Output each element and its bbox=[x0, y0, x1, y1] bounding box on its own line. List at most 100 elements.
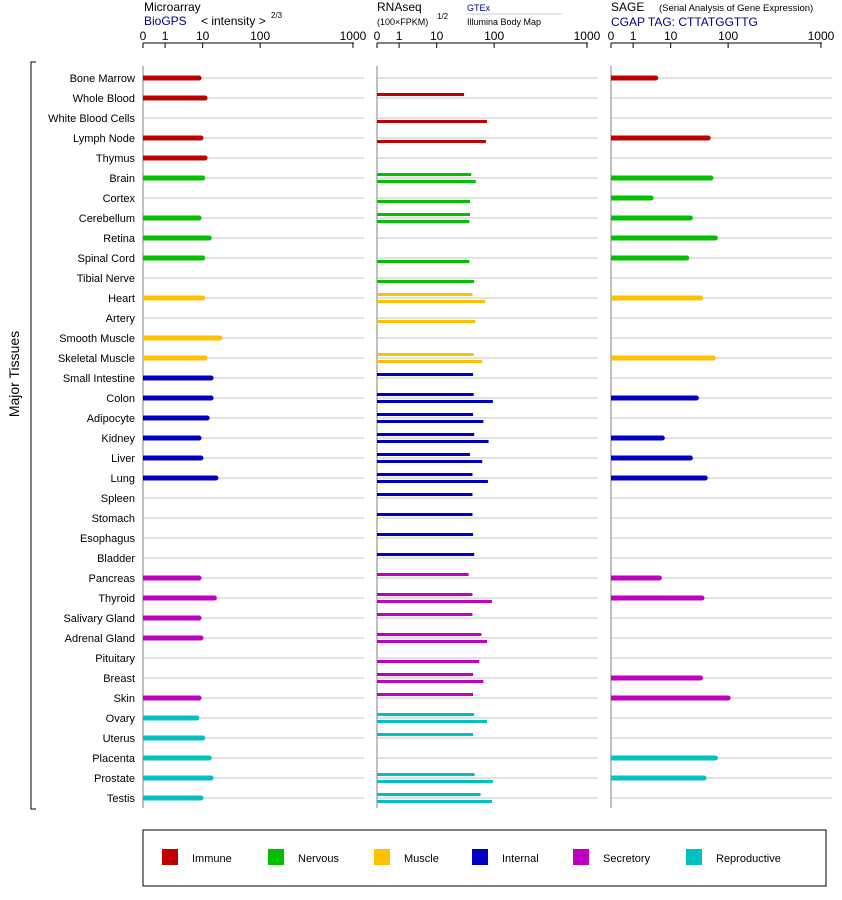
sage-bar-cap bbox=[659, 435, 665, 441]
rnaseq-title: RNAseq bbox=[377, 0, 422, 14]
ibm-bar bbox=[377, 360, 483, 363]
microarray-bar bbox=[143, 735, 203, 741]
gtex-bar bbox=[377, 713, 475, 716]
tissue-label: Spleen bbox=[101, 493, 135, 505]
tissue-row: Smooth Muscle bbox=[59, 333, 832, 345]
ibm-bar bbox=[377, 460, 483, 463]
tissue-label: Uterus bbox=[103, 733, 136, 745]
microarray-tick-label: 100 bbox=[250, 29, 270, 43]
ibm-bar bbox=[377, 420, 484, 423]
sage-bar-cap bbox=[693, 395, 699, 401]
ibm-bar bbox=[377, 320, 476, 323]
legend-swatch bbox=[162, 849, 178, 865]
tissue-row: Retina bbox=[103, 233, 832, 245]
ibm-bar bbox=[377, 300, 486, 303]
tissue-row: Placenta bbox=[92, 753, 832, 765]
tissue-label: Esophagus bbox=[80, 533, 136, 545]
tissue-label: Bladder bbox=[97, 553, 135, 565]
tissue-label: Skeletal Muscle bbox=[58, 353, 135, 365]
sage-tick-label: 0 bbox=[608, 29, 615, 43]
microarray-bar bbox=[143, 715, 197, 721]
tissue-row: Uterus bbox=[103, 733, 832, 745]
rnaseq-source-gtex: GTEx bbox=[467, 3, 491, 13]
legend-item-internal: Internal bbox=[472, 849, 539, 865]
tissue-row: Thyroid bbox=[98, 593, 832, 605]
legend-swatch bbox=[472, 849, 488, 865]
legend-label: Muscle bbox=[404, 853, 439, 865]
microarray-bar bbox=[143, 215, 200, 221]
sage-title: SAGE bbox=[611, 0, 644, 14]
tissue-row: White Blood Cells bbox=[48, 113, 832, 125]
tissue-row: Kidney bbox=[101, 433, 832, 445]
microarray-bar bbox=[143, 475, 216, 481]
ibm-bar bbox=[377, 180, 476, 183]
rnaseq-unit-exponent: 1/2 bbox=[437, 12, 449, 21]
microarray-bar-cap bbox=[200, 295, 206, 301]
microarray-bar bbox=[143, 755, 210, 761]
sage-bar-cap bbox=[705, 135, 711, 141]
legend-item-reproductive: Reproductive bbox=[686, 849, 781, 865]
legend-swatch bbox=[268, 849, 284, 865]
microarray-bar-cap bbox=[194, 715, 200, 721]
microarray-bar-cap bbox=[196, 575, 202, 581]
sage-axis: 0 1 10 100 1000 bbox=[608, 29, 835, 808]
microarray-bar-cap bbox=[208, 395, 214, 401]
tissue-row: Bone Marrow bbox=[70, 73, 832, 85]
gtex-bar bbox=[377, 693, 474, 696]
sage-tag: CGAP TAG: CTTATGGTTG bbox=[611, 15, 758, 29]
tissue-label: Placenta bbox=[92, 753, 136, 765]
tissue-row: Whole Blood bbox=[73, 93, 832, 105]
microarray-bar bbox=[143, 255, 203, 261]
microarray-bar-cap bbox=[204, 415, 210, 421]
legend-label: Internal bbox=[502, 853, 539, 865]
tissue-label: Adrenal Gland bbox=[65, 633, 135, 645]
tissue-row: Salivary Gland bbox=[63, 613, 832, 625]
microarray-bar bbox=[143, 635, 201, 641]
tissue-row: Cortex bbox=[103, 193, 832, 205]
ibm-bar bbox=[377, 220, 470, 223]
tissue-label: Small Intestine bbox=[63, 373, 135, 385]
rnaseq-unit: (100×FPKM) bbox=[377, 17, 428, 27]
gtex-bar bbox=[377, 553, 475, 556]
microarray-bar bbox=[143, 175, 203, 181]
tissue-label: Pituitary bbox=[95, 653, 135, 665]
legend-item-nervous: Nervous bbox=[268, 849, 339, 865]
tissue-label: Adipocyte bbox=[87, 413, 135, 425]
gtex-bar bbox=[377, 473, 473, 476]
gtex-bar bbox=[377, 213, 470, 216]
rnaseq-tick-label: 0 bbox=[374, 29, 381, 43]
tissue-label: Bone Marrow bbox=[70, 73, 135, 85]
gtex-bar bbox=[377, 773, 475, 776]
sage-bar-cap bbox=[699, 595, 705, 601]
microarray-bar bbox=[143, 235, 210, 241]
microarray-tick-label: 0 bbox=[140, 29, 147, 43]
microarray-bar bbox=[143, 615, 200, 621]
microarray-bar-cap bbox=[206, 755, 212, 761]
tissue-row: Bladder bbox=[97, 553, 832, 565]
gtex-bar bbox=[377, 293, 473, 296]
rnaseq-tick-label: 1000 bbox=[574, 29, 601, 43]
legend-swatch bbox=[374, 849, 390, 865]
legend-label: Secretory bbox=[603, 853, 651, 865]
gtex-bar bbox=[377, 793, 481, 796]
gtex-bar bbox=[377, 433, 475, 436]
legend-label: Reproductive bbox=[716, 853, 781, 865]
tissue-label: White Blood Cells bbox=[48, 113, 135, 125]
tissue-label: Stomach bbox=[92, 513, 135, 525]
sage-bar-cap bbox=[725, 695, 731, 701]
tissue-label: Cortex bbox=[103, 193, 136, 205]
tissue-row: Lung bbox=[111, 473, 832, 485]
sage-bar-cap bbox=[712, 755, 718, 761]
microarray-bar bbox=[143, 775, 212, 781]
tissue-row: Prostate bbox=[94, 773, 832, 785]
sage-bar bbox=[611, 575, 660, 581]
tissue-label: Lung bbox=[111, 473, 135, 485]
sage-bar bbox=[611, 455, 691, 461]
tissue-row: Adipocyte bbox=[87, 413, 832, 425]
microarray-bar-cap bbox=[196, 75, 202, 81]
tissue-label: Testis bbox=[107, 793, 136, 805]
tissue-label: Thyroid bbox=[98, 593, 135, 605]
tissue-row: Ovary bbox=[106, 713, 832, 725]
tissue-label: Salivary Gland bbox=[63, 613, 135, 625]
